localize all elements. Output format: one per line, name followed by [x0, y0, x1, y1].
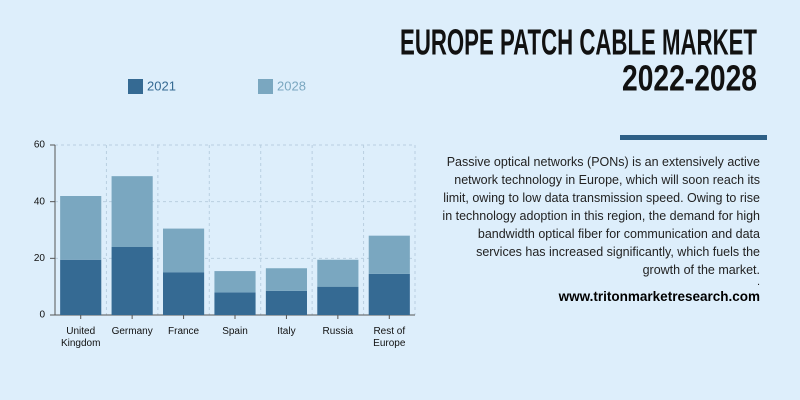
bar — [265, 290, 307, 315]
legend-label: 2028 — [277, 78, 306, 93]
description: Passive optical networks (PONs) is an ex… — [442, 155, 760, 277]
bar — [317, 259, 359, 287]
bar — [368, 273, 410, 315]
accent-bar — [620, 135, 767, 140]
y-tick-label: 40 — [34, 196, 46, 207]
bar — [60, 259, 102, 315]
bar — [111, 247, 153, 315]
y-tick-label: 60 — [34, 140, 46, 151]
x-tick-label: Germany — [111, 326, 153, 337]
x-tick-label: Russia — [322, 326, 354, 337]
bar — [317, 286, 359, 315]
website: www.tritonmarketresearch.com — [558, 289, 760, 304]
bar — [163, 272, 205, 315]
title-line: 2022-2028 — [622, 58, 757, 99]
x-tick-label: Rest of Europe — [373, 326, 406, 349]
y-tick-label: 0 — [39, 310, 45, 321]
note: . — [756, 276, 760, 288]
x-tick-label: United Kingdom — [60, 326, 101, 349]
bar — [60, 196, 102, 260]
bar — [368, 235, 410, 274]
legend-swatch — [128, 79, 143, 94]
bar — [265, 268, 307, 291]
bar — [111, 176, 153, 247]
title-line: EUROPE PATCH CABLE MARKET — [400, 22, 757, 63]
y-tick-label: 20 — [34, 253, 46, 264]
bar — [214, 271, 256, 293]
bar — [214, 292, 256, 315]
legend-label: 2021 — [147, 78, 176, 93]
legend-swatch — [258, 79, 273, 94]
bar — [163, 228, 205, 273]
x-tick-label: France — [168, 326, 200, 337]
x-tick-label: Spain — [222, 326, 248, 337]
x-tick-label: Italy — [277, 326, 296, 337]
